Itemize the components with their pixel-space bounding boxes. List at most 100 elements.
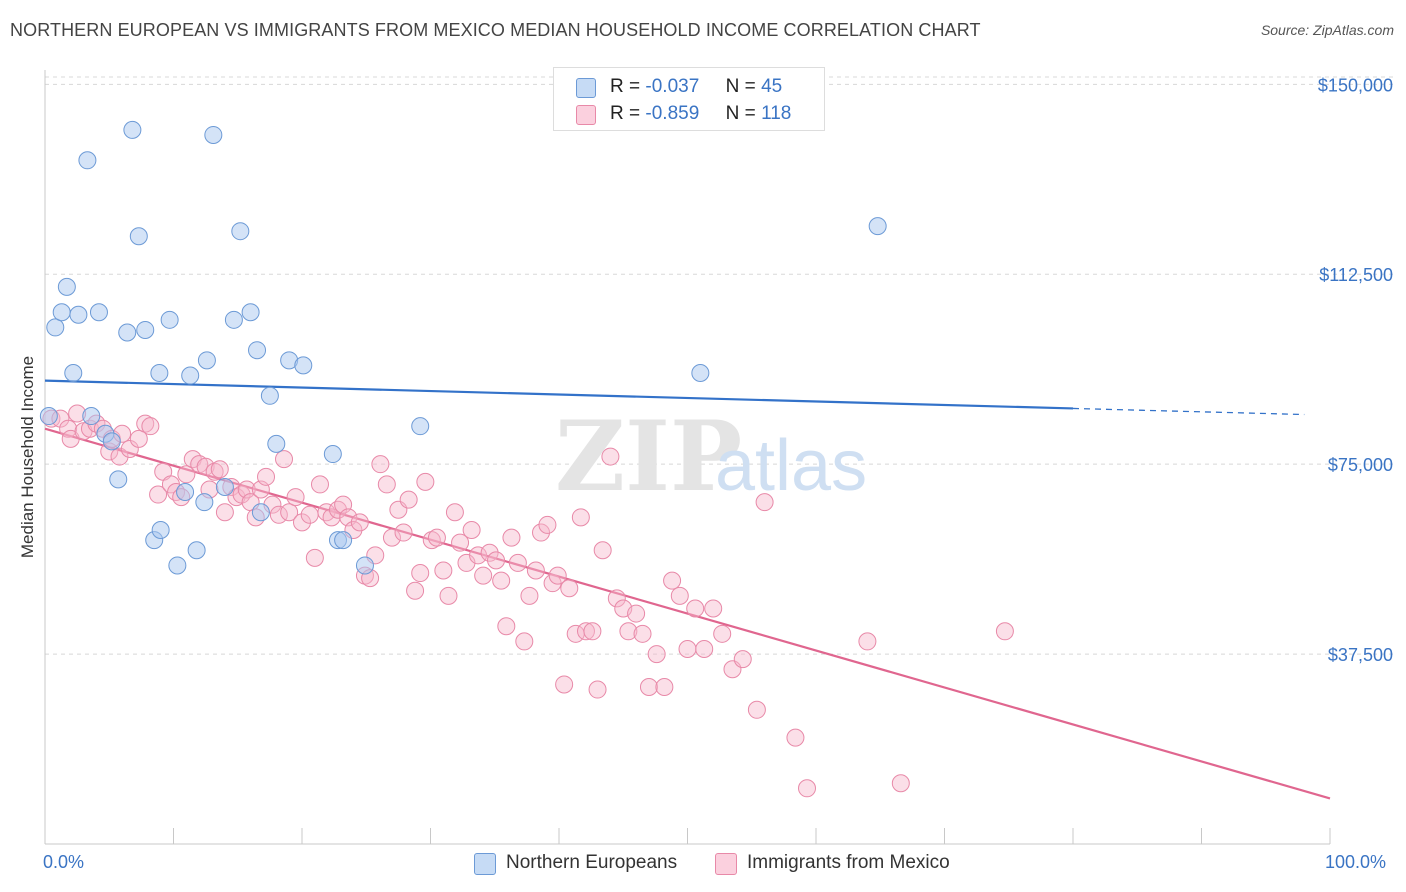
data-point-northern-europeans [52,303,71,322]
data-point-northern-europeans [136,320,155,339]
data-point-immigrants-from-mexico [439,586,458,605]
data-point-immigrants-from-mexico [427,528,446,547]
data-point-immigrants-from-mexico [120,439,139,458]
watermark-zip: ZIP [555,400,742,513]
data-point-immigrants-from-mexico [755,493,774,512]
data-point-immigrants-from-mexico [520,586,539,605]
data-point-immigrants-from-mexico [532,523,551,542]
data-point-immigrants-from-mexico [280,503,299,522]
data-point-immigrants-from-mexico [328,500,347,519]
data-point-immigrants-from-mexico [317,503,336,522]
data-point-immigrants-from-mexico [451,533,470,552]
data-point-immigrants-from-mexico [678,640,697,659]
data-point-immigrants-from-mexico [798,779,817,798]
legend-swatch-pink [576,105,596,125]
data-point-immigrants-from-mexico [406,581,425,600]
data-point-northern-europeans [355,556,374,575]
data-point-immigrants-from-mexico [639,678,658,696]
legend-n-label: N = [725,103,756,124]
data-point-immigrants-from-mexico [695,640,714,659]
data-point-northern-europeans [197,351,216,370]
data-point-immigrants-from-mexico [394,523,413,542]
data-point-northern-europeans [64,364,83,382]
watermark-atlas: atlas [715,426,867,506]
x-tick-label-max: 100.0% [1325,852,1387,872]
data-point-immigrants-from-mexico [704,599,723,618]
data-point-immigrants-from-mexico [59,419,78,438]
bottom-legend-swatch-blue [474,853,496,875]
data-point-northern-europeans [160,310,179,329]
data-point-immigrants-from-mexico [474,566,493,585]
data-point-immigrants-from-mexico [293,513,311,532]
y-tick-label: $37,500 [1328,645,1393,665]
bottom-legend-swatch-pink [715,853,737,875]
data-point-immigrants-from-mexico [508,553,527,572]
data-point-immigrants-from-mexico [422,531,441,550]
legend-swatch-blue [576,78,596,98]
data-point-immigrants-from-mexico [480,543,499,562]
data-point-northern-europeans [39,407,58,426]
data-point-immigrants-from-mexico [300,505,319,524]
data-point-immigrants-from-mexico [275,450,294,469]
data-point-immigrants-from-mexico [633,624,652,643]
data-point-immigrants-from-mexico [571,508,590,527]
data-point-immigrants-from-mexico [399,490,418,509]
data-point-northern-europeans [123,120,142,139]
data-point-immigrants-from-mexico [670,586,689,605]
data-point-northern-europeans [231,222,250,241]
data-point-immigrants-from-mexico [382,528,401,547]
data-point-immigrants-from-mexico [576,622,595,641]
y-axis-label: Median Household Income [18,355,37,559]
data-point-immigrants-from-mexico [487,551,506,570]
data-point-immigrants-from-mexico [149,485,168,504]
bottom-legend-label: Northern Europeans [506,852,678,873]
data-point-immigrants-from-mexico [371,455,390,474]
data-point-northern-europeans [46,318,65,337]
data-point-immigrants-from-mexico [663,571,682,590]
y-tick-label: $75,000 [1328,455,1393,475]
y-tick-labels: $37,500 $75,000 $112,500 $150,000 [1318,75,1393,665]
data-point-northern-europeans [102,432,121,451]
data-point-immigrants-from-mexico [416,472,435,491]
data-point-northern-europeans [109,470,128,489]
data-point-immigrants-from-mexico [607,589,626,608]
data-point-immigrants-from-mexico [350,513,369,532]
data-point-immigrants-from-mexico [445,503,464,522]
data-point-immigrants-from-mexico [205,462,224,481]
data-point-immigrants-from-mexico [601,447,620,466]
y-tick-label: $150,000 [1318,75,1393,95]
legend-r-label: R = [610,76,641,97]
trend-line-northern-europeans-extension [1072,407,1305,416]
grid-lines [45,76,1396,655]
data-point-northern-europeans [323,445,342,464]
data-point-immigrants-from-mexico [538,515,557,534]
data-point-northern-europeans [334,531,353,550]
data-point-immigrants-from-mexico [593,541,612,560]
data-point-immigrants-from-mexico [110,447,129,466]
legend-n-value: 45 [761,76,783,97]
data-point-northern-europeans [150,364,169,382]
data-point-immigrants-from-mexico [257,467,276,486]
trend-line-northern-europeans [44,379,1074,410]
northern-europeans-points [39,120,887,575]
data-point-northern-europeans [248,341,267,360]
data-point-immigrants-from-mexico [497,617,516,636]
data-point-immigrants-from-mexico [196,457,215,476]
data-point-immigrants-from-mexico [210,460,229,479]
data-point-immigrants-from-mexico [232,485,251,504]
data-point-northern-europeans [224,310,243,329]
data-point-immigrants-from-mexico [227,488,246,507]
data-point-immigrants-from-mexico [619,622,638,641]
data-point-northern-europeans [82,407,101,426]
legend-r-value: -0.037 [645,76,700,97]
data-point-northern-europeans [251,503,270,522]
data-point-northern-europeans [411,417,430,436]
data-point-northern-europeans [294,356,313,375]
legend-n-label: N = [725,76,756,97]
data-point-immigrants-from-mexico [469,546,488,565]
data-point-immigrants-from-mexico [462,521,481,539]
data-point-northern-europeans [868,217,887,236]
legend-r-value: -0.859 [645,103,700,124]
data-point-immigrants-from-mexico [411,564,430,583]
